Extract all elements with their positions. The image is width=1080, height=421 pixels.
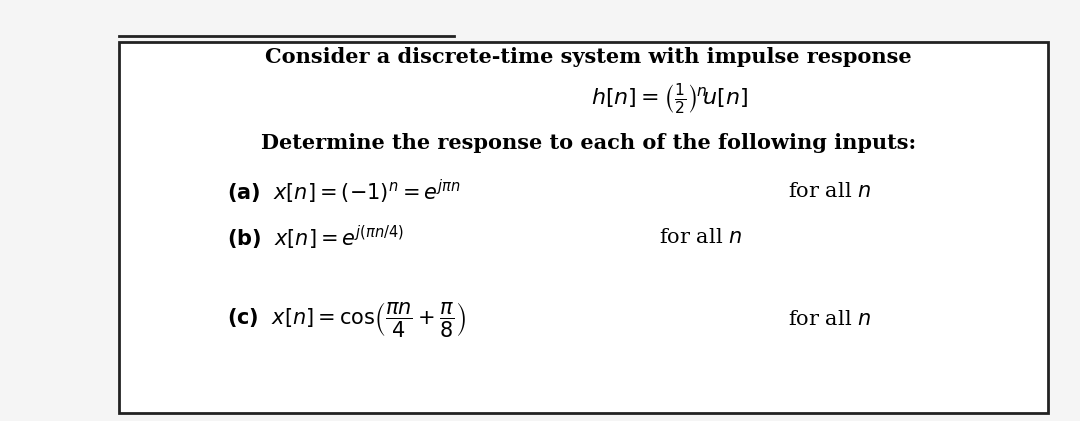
Text: $h[n] = \left(\frac{1}{2}\right)^{\!n}\!u[n]$: $h[n] = \left(\frac{1}{2}\right)^{\!n}\!…	[591, 81, 748, 117]
Text: $\mathbf{(a)}$  $x[n] = (-1)^n = e^{j\pi n}$: $\mathbf{(a)}$ $x[n] = (-1)^n = e^{j\pi …	[227, 178, 460, 205]
Text: for all $n$: for all $n$	[659, 228, 742, 248]
Text: Consider a discrete-time system with impulse response: Consider a discrete-time system with imp…	[266, 47, 912, 67]
Text: Determine the response to each of the following inputs:: Determine the response to each of the fo…	[261, 133, 916, 153]
Text: $\mathbf{(b)}$  $x[n] = e^{j(\pi n/4)}$: $\mathbf{(b)}$ $x[n] = e^{j(\pi n/4)}$	[227, 224, 404, 252]
Text: for all $n$: for all $n$	[788, 310, 872, 330]
Text: for all $n$: for all $n$	[788, 182, 872, 201]
FancyBboxPatch shape	[119, 42, 1048, 413]
Text: $\mathbf{(c)}$  $x[n] = \cos\!\left(\dfrac{\pi n}{4} + \dfrac{\pi}{8}\right)$: $\mathbf{(c)}$ $x[n] = \cos\!\left(\dfra…	[227, 301, 465, 339]
